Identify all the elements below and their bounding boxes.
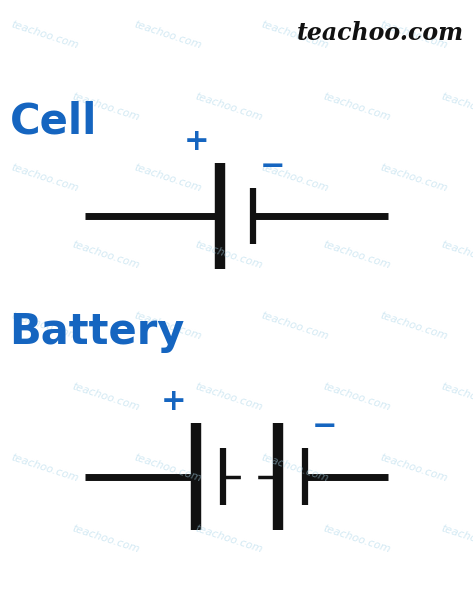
Text: teachoo.com: teachoo.com — [322, 91, 392, 122]
Text: teachoo.com: teachoo.com — [194, 91, 264, 122]
Text: teachoo.com: teachoo.com — [322, 381, 392, 412]
Text: teachoo.com: teachoo.com — [71, 523, 141, 554]
Text: teachoo.com: teachoo.com — [260, 162, 330, 193]
Text: teachoo.com: teachoo.com — [260, 20, 330, 51]
Text: teachoo.com: teachoo.com — [194, 381, 264, 412]
Text: teachoo.com: teachoo.com — [132, 162, 202, 193]
Text: Battery: Battery — [9, 311, 185, 352]
Text: teachoo.com: teachoo.com — [132, 20, 202, 51]
Text: teachoo.com: teachoo.com — [378, 20, 448, 51]
Text: teachoo.com: teachoo.com — [440, 381, 473, 412]
Text: teachoo.com: teachoo.com — [9, 162, 79, 193]
Text: teachoo.com: teachoo.com — [378, 162, 448, 193]
Text: teachoo.com: teachoo.com — [9, 452, 79, 483]
Text: teachoo.com: teachoo.com — [440, 91, 473, 122]
Text: teachoo.com: teachoo.com — [71, 239, 141, 270]
Text: teachoo.com: teachoo.com — [440, 523, 473, 554]
Text: +: + — [184, 127, 210, 156]
Text: −: − — [312, 412, 338, 441]
Text: teachoo.com: teachoo.com — [378, 310, 448, 341]
Text: teachoo.com: teachoo.com — [9, 310, 79, 341]
Text: teachoo.com: teachoo.com — [194, 523, 264, 554]
Text: Cell: Cell — [9, 101, 97, 142]
Text: teachoo.com: teachoo.com — [322, 239, 392, 270]
Text: teachoo.com: teachoo.com — [194, 239, 264, 270]
Text: teachoo.com: teachoo.com — [71, 381, 141, 412]
Text: teachoo.com: teachoo.com — [132, 310, 202, 341]
Text: +: + — [160, 387, 186, 416]
Text: teachoo.com: teachoo.com — [9, 20, 79, 51]
Text: teachoo.com: teachoo.com — [132, 452, 202, 483]
Text: teachoo.com: teachoo.com — [71, 91, 141, 122]
Text: teachoo.com: teachoo.com — [260, 452, 330, 483]
Text: −: − — [260, 152, 286, 181]
Text: teachoo.com: teachoo.com — [440, 239, 473, 270]
Text: teachoo.com: teachoo.com — [297, 21, 464, 45]
Text: teachoo.com: teachoo.com — [378, 452, 448, 483]
Text: teachoo.com: teachoo.com — [322, 523, 392, 554]
Text: teachoo.com: teachoo.com — [260, 310, 330, 341]
